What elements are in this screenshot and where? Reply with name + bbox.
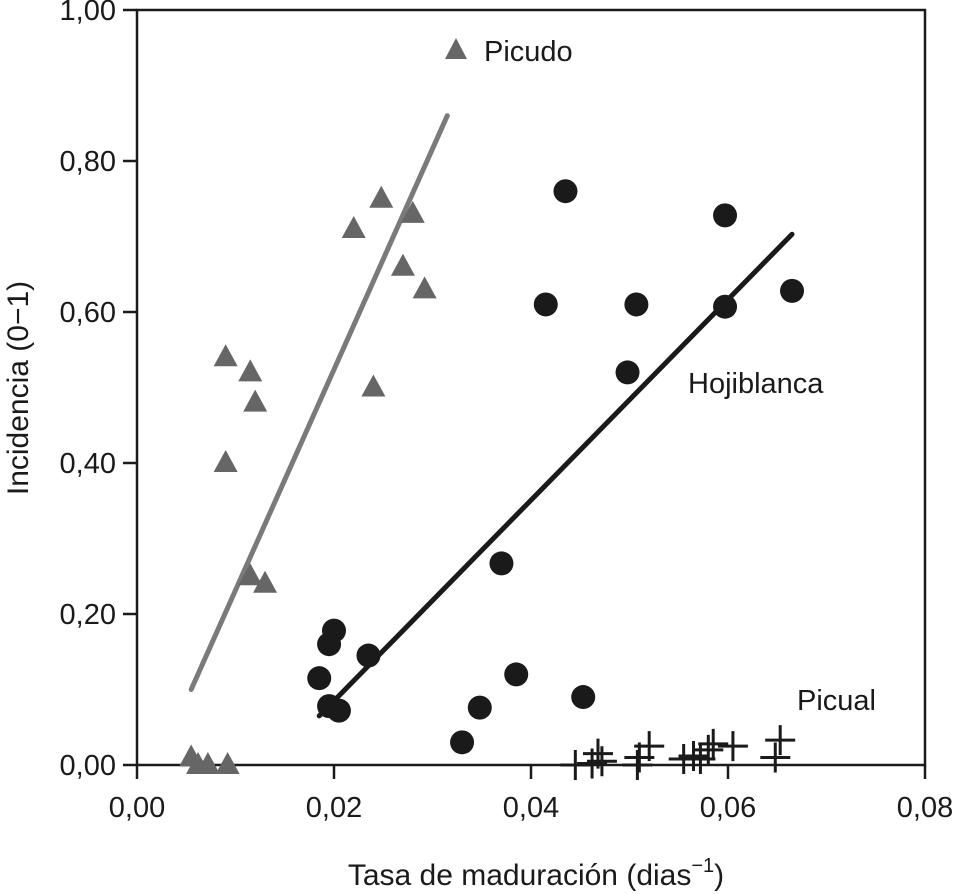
y-tick-label: 0,60 [60, 297, 116, 329]
x-axis-title: Tasa de maduración (dias−1) [348, 855, 724, 892]
point-picudo [215, 752, 240, 774]
x-axis: 0,00 0,02 0,04 0,06 0,08 [109, 765, 953, 824]
point-picudo [195, 752, 220, 774]
point-picual [765, 725, 796, 756]
point-hojiblanca [713, 294, 738, 319]
point-picual [693, 734, 724, 765]
point-picudo [253, 570, 278, 593]
point-hojiblanca [571, 685, 596, 710]
x-tick-label: 0,04 [503, 792, 559, 824]
point-picual [586, 746, 617, 777]
point-picual [717, 731, 748, 762]
point-picual [760, 742, 791, 773]
fit-line-picudo [188, 113, 450, 692]
y-tick-label: 0,40 [60, 448, 116, 480]
series-label-hojiblanca: Hojiblanca [688, 368, 824, 400]
y-axis: 0,00 0,20 0,40 0,60 0,80 1,00 [60, 0, 137, 782]
point-picual [634, 731, 665, 762]
point-hojiblanca [624, 292, 649, 317]
point-picual [560, 750, 591, 780]
point-picudo [361, 374, 386, 397]
y-tick-label: 1,00 [60, 0, 116, 27]
point-picudo [213, 450, 238, 472]
point-picudo [412, 276, 437, 299]
data-points [179, 179, 805, 780]
point-picudo [213, 344, 238, 367]
point-picual [622, 750, 653, 780]
point-hojiblanca [504, 662, 529, 687]
x-tick-label: 0,00 [109, 792, 165, 824]
point-hojiblanca [553, 179, 578, 204]
series-label-picual: Picual [797, 685, 876, 717]
point-picudo [243, 389, 268, 412]
point-hojiblanca [326, 698, 351, 723]
point-hojiblanca [356, 643, 381, 668]
point-picudo [369, 185, 394, 208]
point-hojiblanca [780, 278, 805, 303]
fit-lines [188, 113, 795, 719]
point-hojiblanca [322, 618, 346, 643]
point-hojiblanca [489, 551, 514, 576]
series-labels: Picudo Hojiblanca Picual [445, 36, 876, 717]
y-tick-label: 0,20 [60, 599, 116, 631]
fit-line-hojiblanca [316, 231, 795, 719]
point-hojiblanca [713, 203, 738, 228]
point-hojiblanca [615, 360, 640, 385]
point-picudo [341, 215, 366, 238]
point-picudo [238, 359, 263, 382]
x-tick-label: 0,06 [700, 792, 756, 824]
point-picual [678, 740, 709, 771]
point-picual [582, 738, 613, 769]
point-picudo [238, 563, 263, 586]
y-axis-title: Incidencia (0−1) [2, 281, 35, 495]
point-picual [698, 728, 729, 759]
point-hojiblanca [467, 695, 492, 720]
y-tick-label: 0,00 [60, 750, 116, 782]
point-hojiblanca [533, 292, 558, 317]
point-picudo [390, 253, 415, 276]
point-hojiblanca [307, 666, 332, 691]
x-tick-label: 0,08 [897, 792, 953, 824]
x-tick-label: 0,02 [306, 792, 362, 824]
y-tick-label: 0,80 [60, 146, 116, 178]
point-hojiblanca [450, 730, 475, 755]
series-label-picudo: Picudo [484, 36, 573, 68]
picudo-legend-triangle-icon [445, 38, 467, 59]
point-picudo [400, 200, 425, 223]
